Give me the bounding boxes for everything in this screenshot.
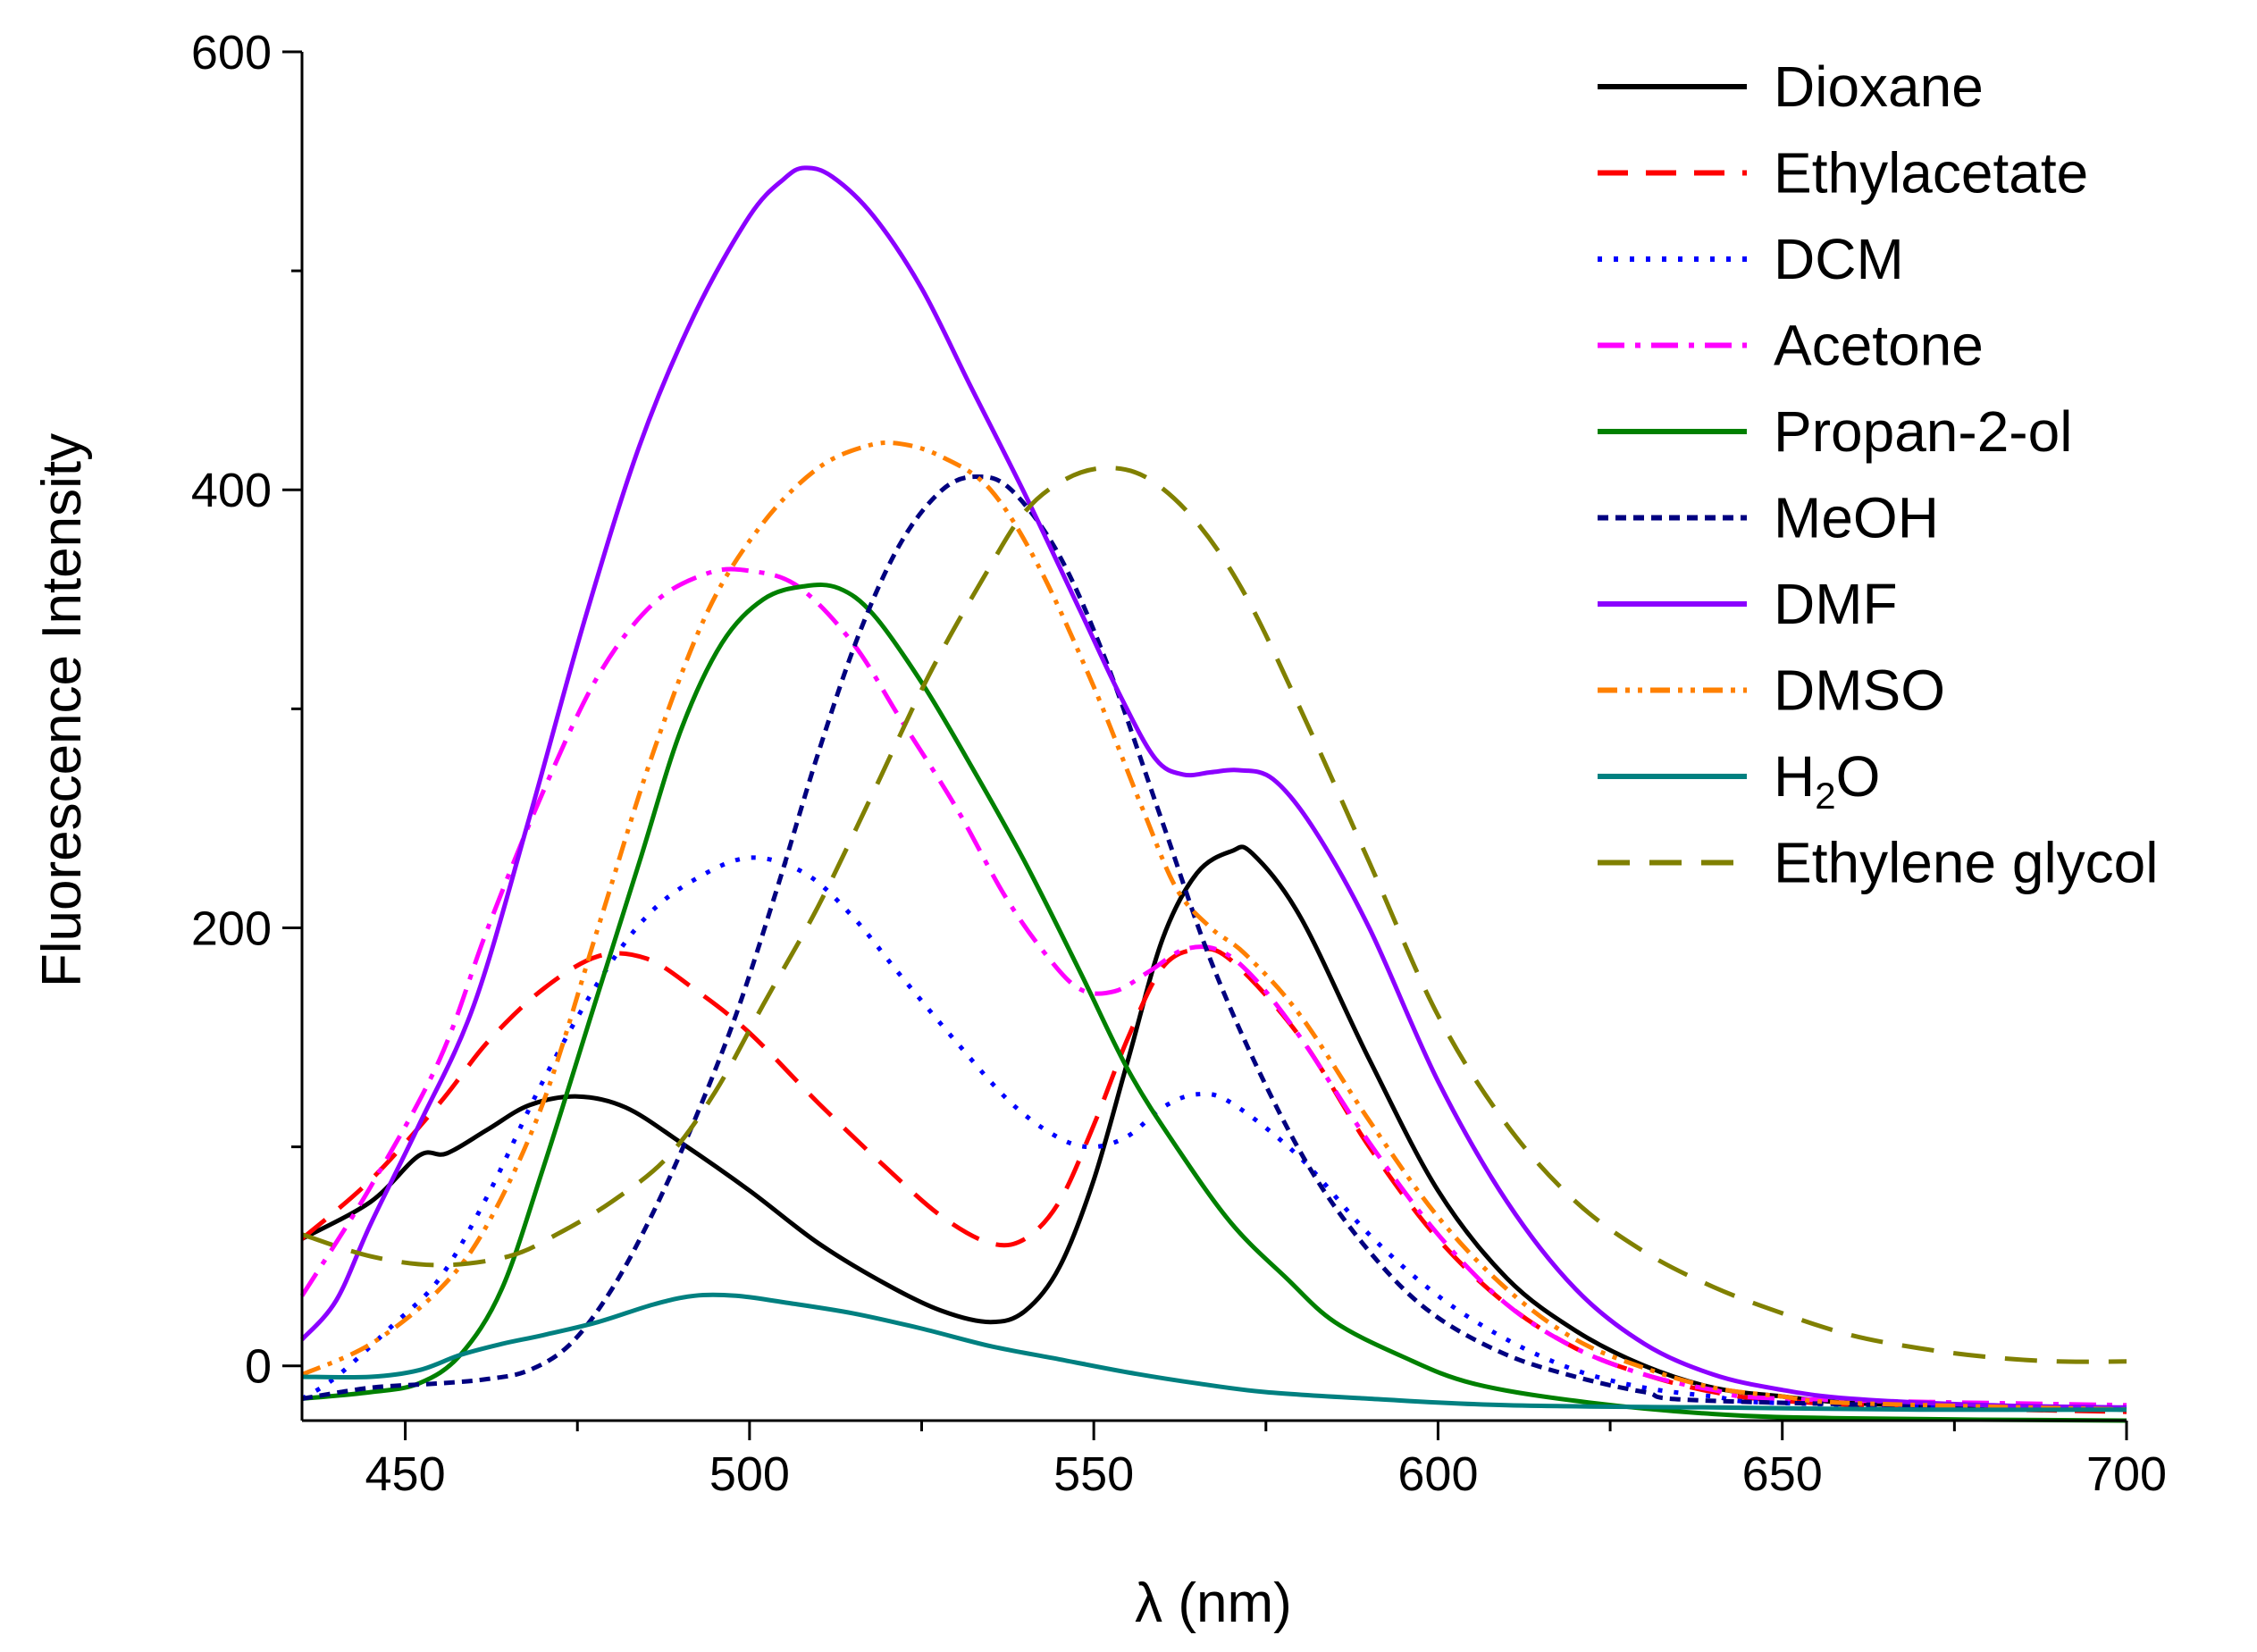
legend-label-dmf: DMF bbox=[1774, 572, 1898, 636]
series-line-meoh bbox=[301, 474, 2127, 1413]
series-line-dioxane bbox=[300, 844, 2127, 1413]
series-line-dmf bbox=[300, 165, 2127, 1410]
y-axis-label: Fluorescence Intensity bbox=[31, 433, 93, 987]
x-tick-label: 450 bbox=[365, 1447, 446, 1501]
x-tick-label: 500 bbox=[709, 1447, 790, 1501]
series-line-acetone bbox=[299, 566, 2127, 1408]
legend: Dioxane Ethylacetate DCM Acetone Propan-2-ol… bbox=[1598, 55, 2158, 895]
series-line-ethylene-glycol bbox=[301, 465, 2127, 1364]
legend-label-dcm: DCM bbox=[1774, 227, 1904, 291]
series-line-propan-2-ol bbox=[301, 583, 2127, 1423]
legend-label-ethylacetate: Ethylacetate bbox=[1774, 141, 2088, 205]
axes: 450 500 550 600 650 700 0 200 400 600 λ (nm) Flu… bbox=[31, 26, 2167, 1634]
legend-label-meoh: MeOH bbox=[1774, 486, 1939, 550]
legend-label-propan-2-ol: Propan-2-ol bbox=[1774, 399, 2072, 464]
x-tick-label: 650 bbox=[1742, 1447, 1823, 1501]
legend-label-acetone: Acetone bbox=[1774, 314, 1984, 378]
x-axis-label: λ (nm) bbox=[1135, 1572, 1292, 1634]
y-tick-label: 200 bbox=[191, 901, 272, 955]
legend-label-ethylene-glycol: Ethylene glycol bbox=[1774, 831, 2158, 895]
y-tick-label: 400 bbox=[191, 464, 272, 517]
y-ticks: 0 200 400 600 bbox=[191, 26, 302, 1394]
legend-label-h2o: H2O bbox=[1774, 744, 1880, 817]
series-line-ethylacetate bbox=[300, 946, 2127, 1414]
legend-label-dioxane: Dioxane bbox=[1774, 55, 1984, 119]
x-tick-label: 550 bbox=[1053, 1447, 1134, 1501]
x-ticks: 450 500 550 600 650 700 bbox=[365, 1421, 2167, 1501]
series-line-h2o bbox=[301, 1292, 2127, 1413]
y-tick-label: 0 bbox=[245, 1340, 272, 1394]
x-tick-label: 600 bbox=[1397, 1447, 1478, 1501]
plot-lines bbox=[299, 165, 2127, 1423]
legend-label-dmso: DMSO bbox=[1774, 658, 1945, 723]
x-tick-label: 700 bbox=[2086, 1447, 2167, 1501]
y-tick-label: 600 bbox=[191, 26, 272, 80]
series-line-dmso bbox=[300, 440, 2127, 1413]
